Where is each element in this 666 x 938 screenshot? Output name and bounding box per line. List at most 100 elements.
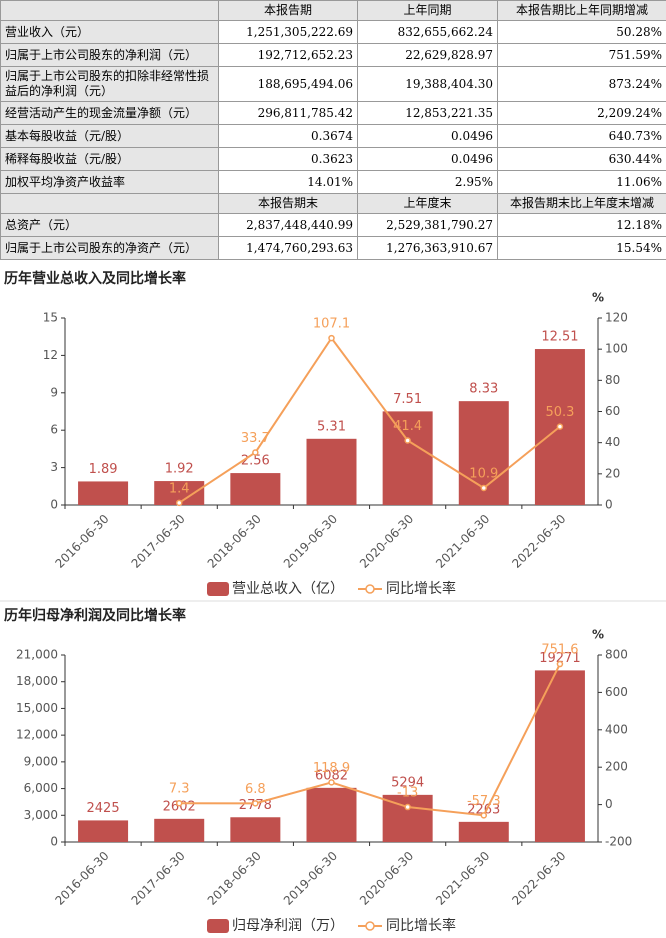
cell: 营业收入（元） — [1, 21, 219, 44]
cell: 873.24% — [498, 67, 666, 102]
chart-title: 历年归母净利润及同比增长率 — [4, 607, 186, 624]
legend-marker — [366, 922, 374, 930]
y-tick-label: 3,000 — [24, 808, 58, 822]
cell: 14.01% — [219, 171, 358, 194]
x-tick-label: 2020-06-30 — [357, 512, 416, 571]
cell: 经营活动产生的现金流量净额（元） — [1, 102, 219, 125]
line-marker — [405, 805, 410, 810]
line-marker — [557, 662, 562, 667]
cell: 11.06% — [498, 171, 666, 194]
bar — [307, 439, 357, 505]
cell: 稀释每股收益（元/股） — [1, 148, 219, 171]
y-tick-label: 9 — [50, 385, 58, 399]
cell: 1,474,760,293.63 — [219, 237, 358, 260]
line-label: 7.3 — [169, 782, 190, 797]
line-label: 33.7 — [241, 431, 270, 446]
bar — [78, 820, 128, 842]
cell: 188,695,494.06 — [219, 67, 358, 102]
x-tick-label: 2021-06-30 — [433, 512, 492, 571]
bar — [154, 819, 204, 842]
y2-tick-label: 20 — [605, 466, 620, 480]
header-row: 本报告期末上年度末本报告期末比上年度末增减 — [1, 194, 666, 214]
cell: 2,837,448,440.99 — [219, 214, 358, 237]
y2-tick-label: 60 — [605, 404, 620, 418]
cell: 15.54% — [498, 237, 666, 260]
y2-tick-label: 0 — [605, 498, 613, 512]
line-marker — [405, 438, 410, 443]
y-tick-label: 0 — [50, 498, 58, 512]
bar — [307, 788, 357, 842]
legend-label: 同比增长率 — [386, 580, 456, 597]
cell: 本报告期末 — [219, 194, 358, 214]
x-tick-label: 2016-06-30 — [52, 512, 111, 571]
data-table: 本报告期上年同期本报告期比上年同期增减营业收入（元）1,251,305,222.… — [0, 0, 666, 260]
y-tick-label: 6,000 — [24, 781, 58, 795]
cell: 2,209.24% — [498, 102, 666, 125]
cell: 751.59% — [498, 44, 666, 67]
line-marker — [253, 450, 258, 455]
legend-label: 归母净利润（万） — [232, 917, 344, 934]
cell: 2,529,381,790.27 — [358, 214, 498, 237]
line-marker — [329, 336, 334, 341]
line-label: 118.9 — [313, 761, 350, 776]
cell: 本报告期比上年同期增减 — [498, 1, 666, 21]
x-tick-label: 2021-06-30 — [433, 849, 492, 908]
legend-marker — [366, 585, 374, 593]
bar — [230, 817, 280, 842]
y2-tick-label: 200 — [605, 760, 628, 774]
x-tick-label: 2019-06-30 — [281, 849, 340, 908]
cell — [1, 194, 219, 214]
header-row: 本报告期上年同期本报告期比上年同期增减 — [1, 1, 666, 21]
cell: 总资产（元） — [1, 214, 219, 237]
cell: 1,251,305,222.69 — [219, 21, 358, 44]
bar-label: 2.56 — [241, 454, 270, 469]
cell: 上年度末 — [358, 194, 498, 214]
y-tick-label: 21,000 — [16, 648, 58, 662]
y-tick-label: 15,000 — [16, 701, 58, 715]
line-marker — [329, 780, 334, 785]
y2-tick-label: 800 — [605, 648, 628, 662]
x-tick-label: 2022-06-30 — [509, 849, 568, 908]
y2-unit: % — [592, 628, 604, 642]
cell: 0.0496 — [358, 148, 498, 171]
legend-label: 营业总收入（亿） — [232, 581, 344, 597]
cell: 归属于上市公司股东的净利润（元） — [1, 44, 219, 67]
y2-tick-label: 40 — [605, 435, 620, 449]
y-tick-label: 0 — [50, 835, 58, 849]
line — [179, 664, 560, 815]
cell: 1,276,363,910.67 — [358, 237, 498, 260]
cell: 22,629,828.97 — [358, 44, 498, 67]
legend-swatch — [207, 919, 229, 933]
cell: 19,388,404.30 — [358, 67, 498, 102]
y2-tick-label: 600 — [605, 685, 628, 699]
cell: 296,811,785.42 — [219, 102, 358, 125]
y2-tick-label: 400 — [605, 722, 628, 736]
x-tick-label: 2020-06-30 — [357, 849, 416, 908]
line-label: 6.8 — [245, 782, 266, 797]
line-marker — [177, 801, 182, 806]
cell: 0.0496 — [358, 125, 498, 148]
line-label: 41.4 — [393, 419, 422, 434]
bar-label: 5.31 — [317, 419, 346, 434]
cell: 630.44% — [498, 148, 666, 171]
line-label: -13 — [397, 786, 418, 801]
x-tick-label: 2022-06-30 — [509, 512, 568, 571]
cell: 上年同期 — [358, 1, 498, 21]
x-tick-label: 2018-06-30 — [205, 512, 264, 571]
cell: 0.3674 — [219, 125, 358, 148]
chart: 历年营业总收入及同比增长率%03691215020406080100120201… — [0, 265, 666, 600]
bar-label: 1.92 — [165, 462, 194, 477]
table-row: 归属于上市公司股东的扣除非经常性损益后的净利润（元）188,695,494.06… — [1, 67, 666, 102]
bar-label: 8.33 — [469, 382, 498, 397]
x-tick-label: 2016-06-30 — [52, 849, 111, 908]
bar — [230, 473, 280, 505]
bar — [78, 481, 128, 505]
line-label: 751.6 — [541, 643, 578, 658]
